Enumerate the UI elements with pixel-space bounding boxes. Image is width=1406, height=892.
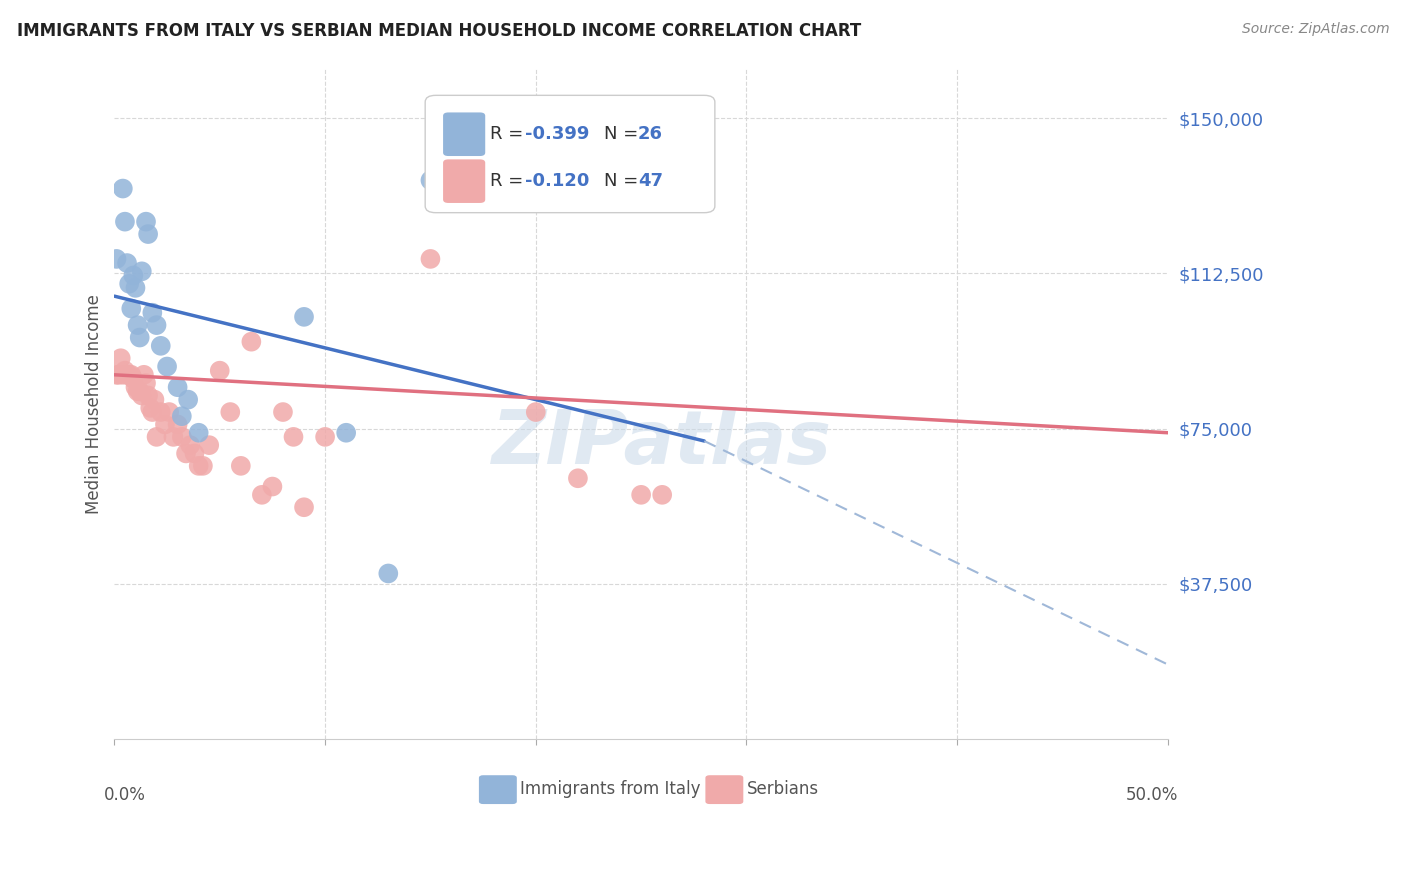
Point <box>149 405 172 419</box>
Point <box>292 310 315 324</box>
Text: 26: 26 <box>638 125 664 144</box>
Point <box>219 405 242 419</box>
Point <box>240 334 263 349</box>
Point <box>124 281 146 295</box>
Point <box>118 277 141 291</box>
Point <box>377 566 399 581</box>
Text: 50.0%: 50.0% <box>1126 786 1178 804</box>
Point <box>292 500 315 515</box>
Point <box>136 388 159 402</box>
Text: Immigrants from Italy: Immigrants from Italy <box>520 780 700 798</box>
Text: N =: N = <box>605 172 644 190</box>
Point <box>149 339 172 353</box>
Point <box>314 430 336 444</box>
FancyBboxPatch shape <box>706 775 744 804</box>
Point <box>567 471 589 485</box>
Point <box>105 252 128 266</box>
Text: Serbians: Serbians <box>747 780 818 798</box>
Point <box>419 252 441 266</box>
Point <box>139 401 162 415</box>
Point <box>157 405 180 419</box>
Point <box>179 438 201 452</box>
Point <box>250 488 273 502</box>
Point <box>111 368 134 382</box>
Point <box>135 376 157 390</box>
Text: R =: R = <box>491 172 530 190</box>
Point <box>120 368 142 382</box>
Y-axis label: Median Household Income: Median Household Income <box>86 293 103 514</box>
Point <box>143 392 166 407</box>
FancyBboxPatch shape <box>425 95 714 212</box>
Point <box>136 227 159 241</box>
Point <box>107 368 129 382</box>
Point <box>141 306 163 320</box>
Point <box>114 214 136 228</box>
Point <box>651 488 673 502</box>
Text: R =: R = <box>491 125 530 144</box>
Point <box>114 364 136 378</box>
Point <box>170 430 193 444</box>
Point <box>128 384 150 399</box>
Text: Source: ZipAtlas.com: Source: ZipAtlas.com <box>1241 22 1389 37</box>
Point <box>145 430 167 444</box>
FancyBboxPatch shape <box>479 775 517 804</box>
Text: ZIPatlas: ZIPatlas <box>492 408 832 481</box>
Point <box>122 372 145 386</box>
Point <box>335 425 357 440</box>
Point <box>128 330 150 344</box>
Point <box>145 318 167 332</box>
Point <box>229 458 252 473</box>
Point <box>115 256 138 270</box>
FancyBboxPatch shape <box>443 112 485 156</box>
Point <box>141 405 163 419</box>
Point <box>430 173 453 187</box>
Point <box>120 301 142 316</box>
Point <box>198 438 221 452</box>
Point <box>110 351 132 366</box>
Point <box>105 368 128 382</box>
Point <box>630 488 652 502</box>
Point <box>208 364 231 378</box>
Point <box>118 368 141 382</box>
Point <box>262 479 284 493</box>
Point <box>131 264 153 278</box>
Text: -0.120: -0.120 <box>526 172 589 190</box>
Text: IMMIGRANTS FROM ITALY VS SERBIAN MEDIAN HOUSEHOLD INCOME CORRELATION CHART: IMMIGRANTS FROM ITALY VS SERBIAN MEDIAN … <box>17 22 860 40</box>
Point <box>153 417 176 432</box>
Point <box>187 458 209 473</box>
Point <box>132 368 155 382</box>
Point <box>127 318 149 332</box>
Point <box>166 380 188 394</box>
Point <box>524 405 547 419</box>
Point <box>191 458 214 473</box>
Point <box>183 446 205 460</box>
Point <box>111 181 134 195</box>
Point <box>174 446 197 460</box>
Point <box>124 380 146 394</box>
Point <box>115 368 138 382</box>
Text: -0.399: -0.399 <box>526 125 589 144</box>
Point <box>122 268 145 283</box>
Point <box>162 430 184 444</box>
Point <box>135 214 157 228</box>
Point <box>283 430 305 444</box>
Text: 0.0%: 0.0% <box>104 786 146 804</box>
Point <box>156 359 179 374</box>
Point <box>127 384 149 399</box>
Point <box>131 388 153 402</box>
FancyBboxPatch shape <box>443 160 485 203</box>
Point <box>187 425 209 440</box>
Text: N =: N = <box>605 125 644 144</box>
Point <box>170 409 193 424</box>
Point <box>271 405 294 419</box>
Text: 47: 47 <box>638 172 664 190</box>
Point <box>177 392 200 407</box>
Point <box>419 173 441 187</box>
Point <box>166 417 188 432</box>
